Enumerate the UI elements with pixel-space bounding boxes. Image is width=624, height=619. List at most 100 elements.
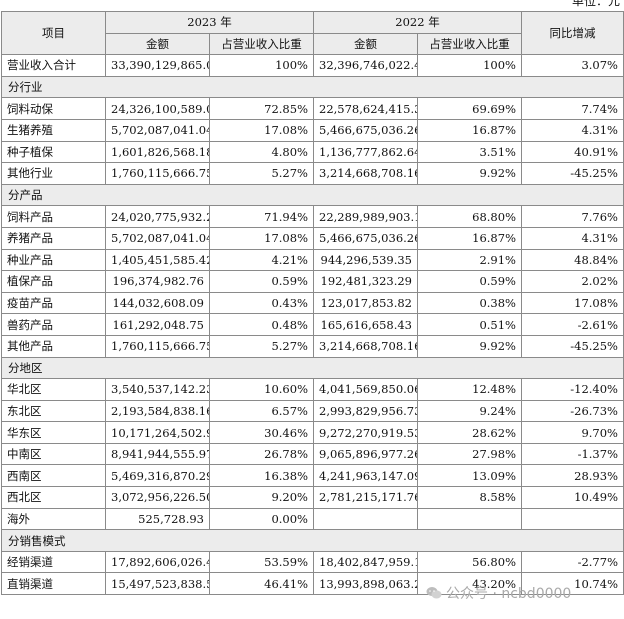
total-row: 营业收入合计 33,390,129,865.04 100% 32,396,746… [1, 54, 624, 77]
table-row: 其他产品 1,760,115,666.75 5.27% 3,214,668,708.1… [1, 334, 624, 358]
section-row: 分行业 [1, 75, 624, 99]
cell-r23: 17.08% [209, 118, 314, 142]
cell-a22: 13,993,898,063.28 [313, 572, 418, 596]
cell-a22: 3,214,668,708.16 [313, 162, 418, 185]
table-row: 种子植保 1,601,826,568.18 4.80% 1,136,777,862.6… [1, 140, 624, 164]
table-body: 项目 2023 年 2022 年 同比增减 金额 占营业收入比重 金额 占营业收… [1, 10, 624, 596]
cell-r22: 3.51% [417, 140, 522, 164]
cell-r23: 9.20% [209, 486, 314, 509]
cell-a22 [313, 507, 418, 531]
cell-r23: 5.27% [209, 334, 314, 358]
cell-a22: 5,466,675,036.26 [313, 118, 418, 142]
row-label: 种业产品 [1, 248, 106, 272]
table-row: 其他行业 1,760,115,666.75 5.27% 3,214,668,708.1… [1, 162, 624, 185]
cell-a22: 4,041,569,850.06 [313, 378, 418, 401]
cell-a23: 1,601,826,568.18 [105, 140, 210, 164]
cell-r23: 0.00% [209, 507, 314, 531]
cell-yoy: -45.25% [521, 334, 624, 358]
watermark: 公众号 · ncbd0000 [426, 583, 571, 603]
total-amount-2022: 32,396,746,022.43 [313, 54, 418, 77]
cell-yoy: 40.91% [521, 140, 624, 164]
cell-a22: 4,241,963,147.09 [313, 464, 418, 488]
row-label: 华东区 [1, 421, 106, 444]
cell-yoy: 7.74% [521, 97, 624, 120]
cell-r23: 17.08% [209, 226, 314, 250]
cell-a23: 1,760,115,666.75 [105, 334, 210, 358]
cell-a23: 8,941,944,555.97 [105, 442, 210, 466]
header-amount-2023: 金额 [105, 32, 210, 56]
table-row: 中南区 8,941,944,555.97 26.78% 9,065,896,977.2… [1, 442, 624, 466]
section-title: 分行业 [1, 75, 624, 99]
revenue-table: 项目 2023 年 2022 年 同比增减 金额 占营业收入比重 金额 占营业收… [1, 10, 624, 596]
cell-r22: 2.91% [417, 248, 522, 272]
row-label: 种子植保 [1, 140, 106, 164]
total-ratio-2023: 100% [209, 54, 314, 77]
cell-a23: 17,892,606,026.45 [105, 550, 210, 574]
header-ratio-2022: 占营业收入比重 [417, 32, 522, 56]
cell-a22: 2,993,829,956.73 [313, 399, 418, 423]
cell-a22: 9,272,270,919.53 [313, 421, 418, 444]
row-label: 饲料产品 [1, 205, 106, 228]
cell-a22: 5,466,675,036.26 [313, 226, 418, 250]
cell-r23: 0.59% [209, 270, 314, 293]
cell-r22: 9.24% [417, 399, 522, 423]
cell-a22: 2,781,215,171.76 [313, 486, 418, 509]
row-label: 西南区 [1, 464, 106, 488]
cell-r22: 43.20% [417, 572, 522, 596]
cell-yoy: -12.40% [521, 378, 624, 401]
cell-r22: 0.51% [417, 313, 522, 336]
section-row: 分产品 [1, 183, 624, 207]
cell-yoy: -26.73% [521, 399, 624, 423]
section-title: 分产品 [1, 183, 624, 207]
row-label: 华北区 [1, 378, 106, 401]
cell-r22: 12.48% [417, 378, 522, 401]
cell-a23: 1,405,451,585.42 [105, 248, 210, 272]
cell-yoy: -1.37% [521, 442, 624, 466]
cell-a22: 165,616,658.43 [313, 313, 418, 336]
cell-r22: 68.80% [417, 205, 522, 228]
cell-yoy: 4.31% [521, 118, 624, 142]
cell-r23: 0.43% [209, 291, 314, 315]
cell-yoy: -2.61% [521, 313, 624, 336]
watermark-text: 公众号 · ncbd0000 [446, 586, 572, 602]
row-label: 海外 [1, 507, 106, 531]
cell-r22: 69.69% [417, 97, 522, 120]
header-year-2022: 2022 年 [313, 11, 522, 34]
cell-r23: 16.38% [209, 464, 314, 488]
cell-r23: 72.85% [209, 97, 314, 120]
row-label: 其他行业 [1, 162, 106, 185]
cell-a23: 15,497,523,838.59 [105, 572, 210, 596]
cell-a23: 196,374,982.76 [105, 270, 210, 293]
cell-a23: 1,760,115,666.75 [105, 162, 210, 185]
row-label: 养猪产品 [1, 226, 106, 250]
section-title: 分销售模式 [1, 529, 624, 552]
table-row: 西北区 3,072,956,226.50 9.20% 2,781,215,171.76… [1, 486, 624, 509]
table-row: 生猪养殖 5,702,087,041.04 17.08% 5,466,675,036.… [1, 118, 624, 142]
cell-a23: 5,702,087,041.04 [105, 226, 210, 250]
table-row: 兽药产品 161,292,048.75 0.48% 165,616,658.43 0.5… [1, 313, 624, 336]
cell-r23: 46.41% [209, 572, 314, 596]
table-row: 饲料动保24,326,100,589.0772.85%22,578,624,41… [1, 97, 624, 120]
header-yoy: 同比增减 [521, 10, 624, 56]
section-row: 分地区 [1, 356, 624, 380]
cell-yoy: 10.74% [521, 572, 624, 596]
cell-r22: 16.87% [417, 226, 522, 250]
table-row: 东北区 2,193,584,838.16 6.57% 2,993,829,956.73… [1, 399, 624, 423]
table-row: 饲料产品24,020,775,932.2371.94%22,289,989,90… [1, 205, 624, 228]
cell-r23: 53.59% [209, 550, 314, 574]
cell-a23: 24,326,100,589.07 [105, 97, 210, 120]
cell-r23: 5.27% [209, 162, 314, 185]
cell-r22: 0.59% [417, 270, 522, 293]
total-ratio-2022: 100% [417, 54, 522, 77]
cell-yoy: 4.31% [521, 226, 624, 250]
cell-r23: 71.94% [209, 205, 314, 228]
row-label: 中南区 [1, 442, 106, 466]
table-row: 种业产品 1,405,451,585.42 4.21% 944,296,539.35 2… [1, 248, 624, 272]
cell-a22: 22,289,989,903.12 [313, 205, 418, 228]
cell-r23: 4.80% [209, 140, 314, 164]
row-label: 植保产品 [1, 270, 106, 293]
total-amount-2023: 33,390,129,865.04 [105, 54, 210, 77]
cell-a23: 161,292,048.75 [105, 313, 210, 336]
header-year-2023: 2023 年 [105, 11, 314, 34]
cell-r22 [417, 507, 522, 531]
